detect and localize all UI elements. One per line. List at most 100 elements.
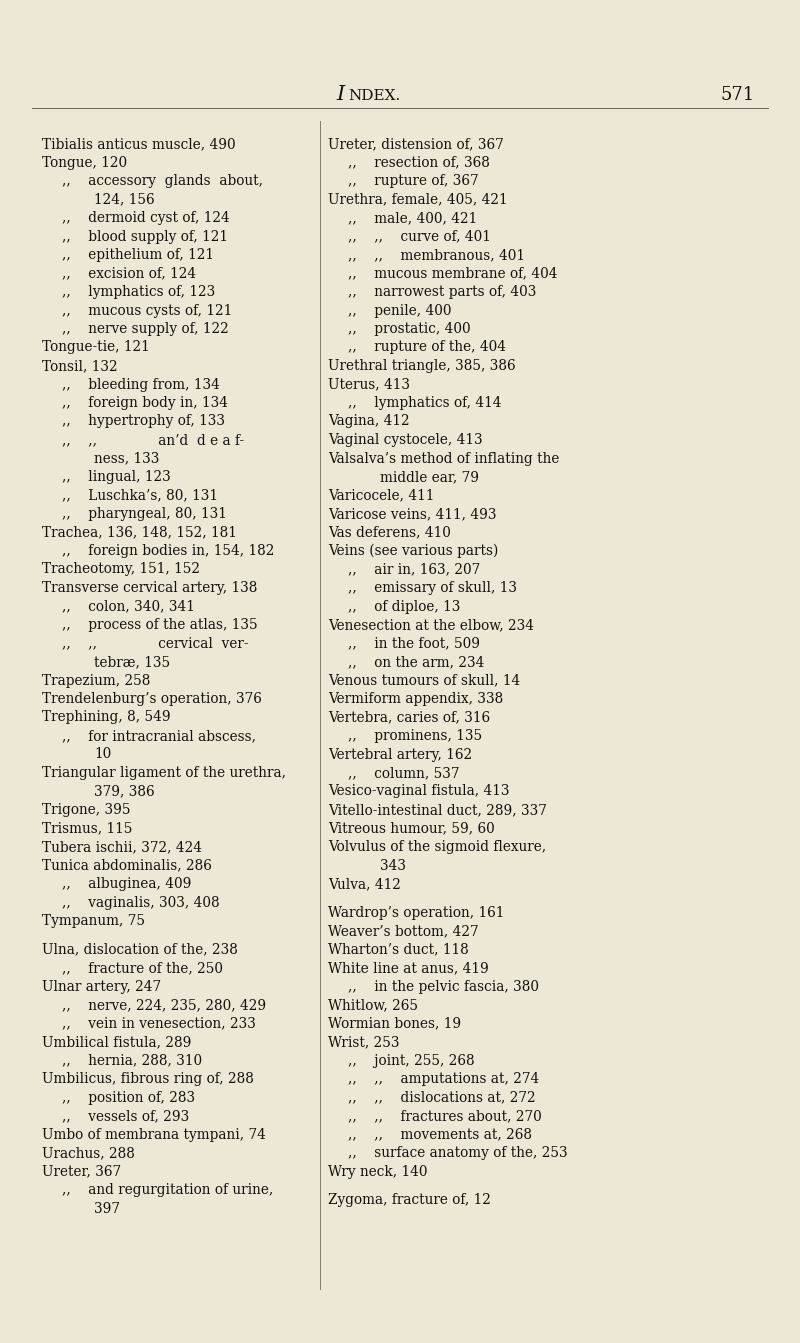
Text: ,,    process of the atlas, 135: ,, process of the atlas, 135 xyxy=(62,618,258,633)
Text: Venesection at the elbow, 234: Venesection at the elbow, 234 xyxy=(328,618,534,633)
Text: Umbo of membrana tympani, 74: Umbo of membrana tympani, 74 xyxy=(42,1128,266,1142)
Text: ,,    ,,              cervical  ver-: ,, ,, cervical ver- xyxy=(62,637,249,650)
Text: ,,    colon, 340, 341: ,, colon, 340, 341 xyxy=(62,599,195,614)
Text: middle ear, 79: middle ear, 79 xyxy=(380,470,479,483)
Text: Transverse cervical artery, 138: Transverse cervical artery, 138 xyxy=(42,582,258,595)
Text: Wardrop’s operation, 161: Wardrop’s operation, 161 xyxy=(328,905,504,920)
Text: ,,    pharyngeal, 80, 131: ,, pharyngeal, 80, 131 xyxy=(62,508,227,521)
Text: Whitlow, 265: Whitlow, 265 xyxy=(328,998,418,1013)
Text: Wharton’s duct, 118: Wharton’s duct, 118 xyxy=(328,943,469,956)
Text: ,,    foreign body in, 134: ,, foreign body in, 134 xyxy=(62,396,228,410)
Text: Venous tumours of skull, 14: Venous tumours of skull, 14 xyxy=(328,673,520,688)
Text: Trachea, 136, 148, 152, 181: Trachea, 136, 148, 152, 181 xyxy=(42,525,237,540)
Text: ,,    hernia, 288, 310: ,, hernia, 288, 310 xyxy=(62,1054,202,1068)
Text: Veins (see various parts): Veins (see various parts) xyxy=(328,544,498,557)
Text: Wry neck, 140: Wry neck, 140 xyxy=(328,1164,427,1179)
Text: Umbilical fistula, 289: Umbilical fistula, 289 xyxy=(42,1035,191,1049)
Text: Tracheotomy, 151, 152: Tracheotomy, 151, 152 xyxy=(42,563,200,576)
Text: White line at anus, 419: White line at anus, 419 xyxy=(328,962,489,975)
Text: Trismus, 115: Trismus, 115 xyxy=(42,822,132,835)
Text: ,,    column, 537: ,, column, 537 xyxy=(348,766,459,780)
Text: ,,    position of, 283: ,, position of, 283 xyxy=(62,1091,195,1105)
Text: Trigone, 395: Trigone, 395 xyxy=(42,803,130,817)
Text: Vertebra, caries of, 316: Vertebra, caries of, 316 xyxy=(328,710,490,724)
Text: ,,    joint, 255, 268: ,, joint, 255, 268 xyxy=(348,1054,474,1068)
Text: Trephining, 8, 549: Trephining, 8, 549 xyxy=(42,710,170,724)
Text: 571: 571 xyxy=(720,86,754,103)
Text: Wrist, 253: Wrist, 253 xyxy=(328,1035,399,1049)
Text: Vulva, 412: Vulva, 412 xyxy=(328,877,401,890)
Text: Vaginal cystocele, 413: Vaginal cystocele, 413 xyxy=(328,432,482,447)
Text: ,,    male, 400, 421: ,, male, 400, 421 xyxy=(348,211,478,226)
Text: Tympanum, 75: Tympanum, 75 xyxy=(42,915,145,928)
Text: ,,    ,,    curve of, 401: ,, ,, curve of, 401 xyxy=(348,230,491,243)
Text: I: I xyxy=(336,85,344,103)
Text: Uterus, 413: Uterus, 413 xyxy=(328,377,410,392)
Text: Valsalva’s method of inflating the: Valsalva’s method of inflating the xyxy=(328,451,559,466)
Text: ,,    rupture of, 367: ,, rupture of, 367 xyxy=(348,175,478,188)
Text: Urethra, female, 405, 421: Urethra, female, 405, 421 xyxy=(328,192,508,207)
Text: ness, 133: ness, 133 xyxy=(94,451,159,466)
Text: tebræ, 135: tebræ, 135 xyxy=(94,655,170,669)
Text: ,,    air in, 163, 207: ,, air in, 163, 207 xyxy=(348,563,480,576)
Text: Ulna, dislocation of the, 238: Ulna, dislocation of the, 238 xyxy=(42,943,238,956)
Text: ,,    emissary of skull, 13: ,, emissary of skull, 13 xyxy=(348,582,517,595)
Text: ,,    ,,    amputations at, 274: ,, ,, amputations at, 274 xyxy=(348,1072,539,1086)
Text: Varicocele, 411: Varicocele, 411 xyxy=(328,489,434,502)
Text: ,,    prostatic, 400: ,, prostatic, 400 xyxy=(348,322,470,336)
Text: ,,    on the arm, 234: ,, on the arm, 234 xyxy=(348,655,484,669)
Text: ,,    albuginea, 409: ,, albuginea, 409 xyxy=(62,877,191,890)
Text: ,,    in the pelvic fascia, 380: ,, in the pelvic fascia, 380 xyxy=(348,979,539,994)
Text: 397: 397 xyxy=(94,1202,120,1215)
Text: Trapezium, 258: Trapezium, 258 xyxy=(42,673,150,688)
Text: ,,    surface anatomy of the, 253: ,, surface anatomy of the, 253 xyxy=(348,1146,568,1160)
Text: Varicose veins, 411, 493: Varicose veins, 411, 493 xyxy=(328,508,497,521)
Text: ,,    excision of, 124: ,, excision of, 124 xyxy=(62,266,196,281)
Text: Vas deferens, 410: Vas deferens, 410 xyxy=(328,525,451,540)
Text: ,,    vein in venesection, 233: ,, vein in venesection, 233 xyxy=(62,1017,256,1030)
Text: 124, 156: 124, 156 xyxy=(94,192,154,207)
Text: Vermiform appendix, 338: Vermiform appendix, 338 xyxy=(328,692,503,706)
Text: ,,    of diploe, 13: ,, of diploe, 13 xyxy=(348,599,460,614)
Text: ,,    accessory  glands  about,: ,, accessory glands about, xyxy=(62,175,263,188)
Text: ,,    lymphatics of, 123: ,, lymphatics of, 123 xyxy=(62,285,215,299)
Text: ,,    dermoid cyst of, 124: ,, dermoid cyst of, 124 xyxy=(62,211,230,226)
Text: ,,    lingual, 123: ,, lingual, 123 xyxy=(62,470,170,483)
Text: ,,    ,,              an’d  d e a f-: ,, ,, an’d d e a f- xyxy=(62,432,244,447)
Text: ,,    in the foot, 509: ,, in the foot, 509 xyxy=(348,637,480,650)
Text: Tongue, 120: Tongue, 120 xyxy=(42,156,127,169)
Text: NDEX.: NDEX. xyxy=(348,89,400,103)
Text: Triangular ligament of the urethra,: Triangular ligament of the urethra, xyxy=(42,766,286,780)
Text: ,,    vaginalis, 303, 408: ,, vaginalis, 303, 408 xyxy=(62,896,220,909)
Text: ,,    ,,    movements at, 268: ,, ,, movements at, 268 xyxy=(348,1128,532,1142)
Text: ,,    ,,    membranous, 401: ,, ,, membranous, 401 xyxy=(348,248,525,262)
Text: ,,    and regurgitation of urine,: ,, and regurgitation of urine, xyxy=(62,1183,274,1197)
Text: ,,    blood supply of, 121: ,, blood supply of, 121 xyxy=(62,230,228,243)
Text: ,,    for intracranial abscess,: ,, for intracranial abscess, xyxy=(62,729,256,743)
Text: ,,    mucous cysts of, 121: ,, mucous cysts of, 121 xyxy=(62,304,232,317)
Text: Tibialis anticus muscle, 490: Tibialis anticus muscle, 490 xyxy=(42,137,236,150)
Text: ,,    resection of, 368: ,, resection of, 368 xyxy=(348,156,490,169)
Text: Urachus, 288: Urachus, 288 xyxy=(42,1146,135,1160)
Text: ,,    mucous membrane of, 404: ,, mucous membrane of, 404 xyxy=(348,266,558,281)
Text: ,,    lymphatics of, 414: ,, lymphatics of, 414 xyxy=(348,396,502,410)
Text: ,,    foreign bodies in, 154, 182: ,, foreign bodies in, 154, 182 xyxy=(62,544,274,557)
Text: Urethral triangle, 385, 386: Urethral triangle, 385, 386 xyxy=(328,359,516,373)
Text: ,,    Luschka’s, 80, 131: ,, Luschka’s, 80, 131 xyxy=(62,489,218,502)
Text: Ureter, distension of, 367: Ureter, distension of, 367 xyxy=(328,137,504,150)
Text: Vitreous humour, 59, 60: Vitreous humour, 59, 60 xyxy=(328,822,494,835)
Text: ,,    rupture of the, 404: ,, rupture of the, 404 xyxy=(348,341,506,355)
Text: ,,    nerve supply of, 122: ,, nerve supply of, 122 xyxy=(62,322,229,336)
Text: ,,    penile, 400: ,, penile, 400 xyxy=(348,304,451,317)
Text: ,,    fracture of the, 250: ,, fracture of the, 250 xyxy=(62,962,223,975)
Text: Volvulus of the sigmoid flexure,: Volvulus of the sigmoid flexure, xyxy=(328,839,546,854)
Text: Vagina, 412: Vagina, 412 xyxy=(328,415,410,428)
Text: Tongue-tie, 121: Tongue-tie, 121 xyxy=(42,341,150,355)
Text: ,,    narrowest parts of, 403: ,, narrowest parts of, 403 xyxy=(348,285,536,299)
Text: Ureter, 367: Ureter, 367 xyxy=(42,1164,121,1179)
Text: ,,    vessels of, 293: ,, vessels of, 293 xyxy=(62,1109,190,1123)
Text: ,,    prominens, 135: ,, prominens, 135 xyxy=(348,729,482,743)
Text: Vitello-intestinal duct, 289, 337: Vitello-intestinal duct, 289, 337 xyxy=(328,803,547,817)
Text: ,,    ,,    fractures about, 270: ,, ,, fractures about, 270 xyxy=(348,1109,542,1123)
Text: 379, 386: 379, 386 xyxy=(94,784,154,799)
